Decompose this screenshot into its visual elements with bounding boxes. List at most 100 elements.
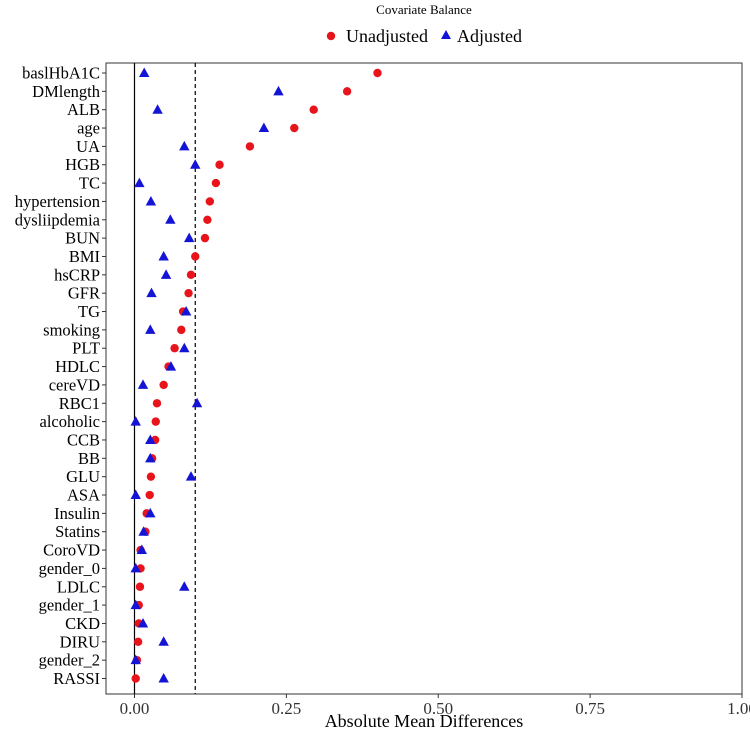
plot-panel (105, 62, 743, 695)
adjusted-point (179, 140, 190, 151)
adjusted-point (179, 581, 190, 591)
unadjusted-point (203, 215, 212, 224)
unadjusted-point (211, 178, 221, 188)
unadjusted-point (135, 582, 145, 591)
adjusted-point (152, 104, 163, 114)
y-axis: baslHbA1CDMlengthALBageUAHGBTChypertensi… (15, 64, 106, 688)
y-tick-label: TG (78, 302, 100, 321)
unadjusted-point (342, 87, 352, 96)
adjusted-point (158, 636, 169, 646)
x-tick-label: 0.75 (575, 699, 605, 718)
legend-label-adjusted: Adjusted (457, 26, 522, 46)
adjusted-point (137, 379, 149, 389)
y-tick-label: hsCRP (54, 265, 100, 284)
y-tick-label: hypertension (15, 192, 100, 211)
y-tick-label: GFR (68, 284, 100, 303)
adjusted-point (273, 85, 284, 96)
y-tick-label: Insulin (54, 504, 100, 523)
y-tick-label: baslHbA1C (22, 64, 100, 83)
adjusted-point (145, 434, 156, 444)
y-tick-label: RBC1 (59, 394, 100, 413)
y-tick-label: RASSI (53, 669, 100, 688)
y-tick-label: HGB (65, 155, 100, 174)
y-tick-label: gender_2 (39, 651, 100, 670)
adjusted-point (191, 397, 203, 408)
x-axis-title: Absolute Mean Differences (325, 711, 524, 731)
y-tick-label: smoking (43, 320, 100, 339)
adjusted-point (134, 177, 145, 188)
y-tick-label: ASA (67, 486, 100, 505)
y-tick-label: ALB (67, 100, 100, 119)
adjusted-point (160, 269, 172, 279)
x-tick-label: 0.50 (423, 699, 453, 718)
adjusted-point (130, 489, 141, 500)
chart-title: Covariate Balance (376, 2, 472, 17)
y-tick-label: PLT (72, 339, 100, 358)
adjusted-point (130, 416, 141, 426)
y-tick-label: CoroVD (43, 541, 100, 560)
x-axis: 0.00 0.25 0.50 0.75 1.00 (120, 694, 750, 718)
unadjusted-point (184, 288, 193, 298)
y-tick-label: BMI (69, 247, 100, 266)
unadjusted-point (215, 160, 224, 169)
unadjusted-point (245, 142, 255, 151)
adjusted-point (158, 250, 169, 261)
y-tick-label: Statins (55, 522, 100, 541)
adjusted-point (158, 673, 169, 683)
data-points (130, 67, 382, 683)
y-tick-label: dysliipdemia (15, 210, 101, 229)
unadjusted-point (151, 417, 160, 426)
unadjusted-point (170, 344, 179, 353)
y-tick-label: CKD (65, 614, 100, 633)
y-tick-label: CCB (67, 430, 100, 449)
adjusted-point (130, 562, 141, 573)
y-tick-label: GLU (66, 467, 100, 486)
y-tick-label: age (77, 119, 100, 138)
y-tick-label: UA (76, 137, 100, 156)
unadjusted-point (191, 252, 200, 261)
adjusted-point (145, 507, 156, 518)
legend: Unadjusted Adjusted (326, 26, 522, 46)
y-tick-label: cereVD (49, 375, 100, 394)
adjusted-point (190, 159, 201, 169)
x-tick-label: 1.00 (727, 699, 750, 718)
unadjusted-point (131, 674, 140, 683)
unadjusted-point (146, 472, 156, 481)
unadjusted-point (309, 105, 318, 114)
adjusted-point (138, 526, 149, 536)
y-tick-label: HDLC (55, 357, 100, 376)
unadjusted-point (200, 233, 210, 243)
y-tick-label: LDLC (57, 577, 100, 596)
legend-label-unadjusted: Unadjusted (346, 26, 428, 46)
adjusted-point (165, 214, 176, 224)
legend-marker-unadjusted (326, 31, 336, 41)
unadjusted-point (177, 325, 186, 335)
y-tick-label: DIRU (60, 632, 100, 651)
adjusted-point (136, 544, 147, 555)
adjusted-point (179, 342, 190, 353)
unadjusted-point (152, 399, 162, 408)
adjusted-point (145, 324, 156, 334)
adjusted-point (180, 306, 192, 316)
y-tick-label: alcoholic (40, 412, 100, 431)
x-tick-label: 0.00 (120, 699, 150, 718)
adjusted-point (183, 232, 195, 243)
adjusted-point (145, 452, 156, 463)
x-tick-label: 0.25 (272, 699, 302, 718)
adjusted-point (146, 287, 157, 298)
unadjusted-point (159, 380, 168, 390)
y-tick-label: gender_0 (39, 559, 100, 578)
unadjusted-point (186, 270, 196, 280)
y-tick-label: TC (79, 174, 100, 193)
y-tick-label: BUN (65, 229, 100, 248)
unadjusted-point (373, 68, 382, 78)
unadjusted-point (205, 197, 215, 206)
adjusted-point (130, 599, 141, 610)
adjusted-point (137, 617, 149, 628)
y-tick-label: gender_1 (39, 596, 100, 615)
adjusted-point (165, 361, 177, 371)
legend-marker-adjusted (441, 30, 451, 39)
unadjusted-point (133, 637, 143, 647)
adjusted-point (258, 122, 270, 133)
